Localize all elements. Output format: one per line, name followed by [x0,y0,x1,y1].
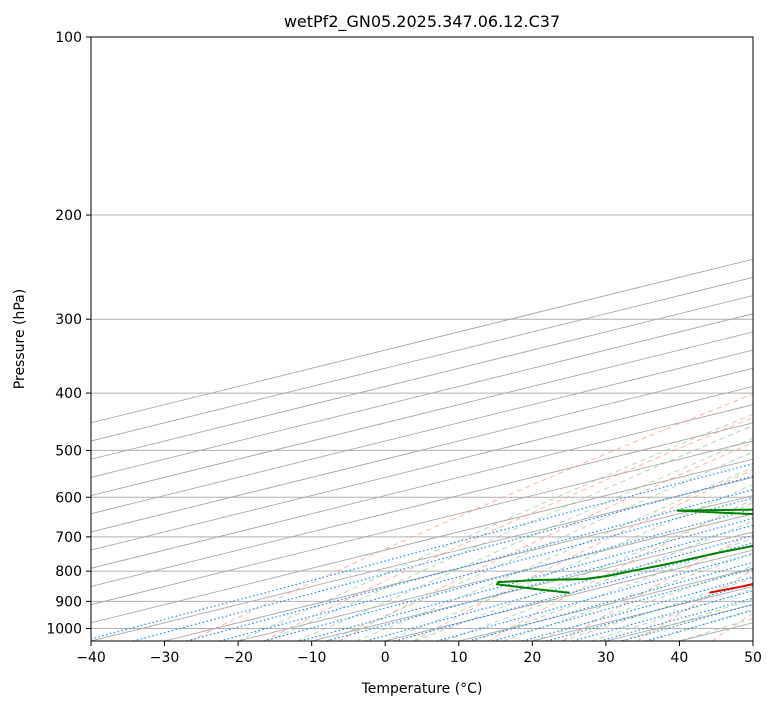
x-axis-title: Temperature (°C) [361,681,483,697]
mixing-ratio-line [299,517,753,641]
y-tick-label: 400 [55,386,82,402]
dry-adiabat [413,469,753,641]
x-axis-ticks: −40 −30 −20 −10 0 10 20 30 40 50 [76,641,762,666]
chart-title: wetPf2_GN05.2025.347.06.12.C37 [284,12,560,32]
x-tick-label: 20 [523,650,541,666]
moist-adiabat [326,451,753,641]
isotherm-line [91,440,753,606]
y-tick-label: 1000 [46,621,82,637]
isotherm-line [164,495,753,641]
isotherm-line [91,258,753,424]
isotherm-line [91,313,753,478]
isotherm-line [91,404,753,569]
isotherm-line [238,513,753,641]
y-tick-label: 500 [55,443,82,459]
x-tick-label: 40 [671,650,689,666]
plot-frame [90,36,754,642]
mixing-ratio-line [186,489,753,641]
isotherm-line [91,422,753,587]
moist-adiabat [296,437,753,641]
moist-adiabat [591,588,753,641]
mixing-ratio-line [91,463,753,640]
x-tick-label: 10 [450,650,468,666]
mixing-ratio-line [394,542,753,641]
x-tick-label: 0 [381,650,390,666]
y-tick-label: 600 [55,490,82,506]
moist-adiabat [502,552,753,641]
isotherm-line [91,331,753,497]
y-tick-label: 300 [55,312,82,328]
background-lines [91,37,753,641]
moist-adiabat [443,520,753,641]
y-axis-title: Pressure (hPa) [12,289,28,389]
x-tick-label: −30 [150,650,180,666]
y-tick-label: 800 [55,564,82,580]
isotherm-line [311,531,753,641]
isotherm-line [91,385,753,551]
moist-adiabat [267,425,753,641]
moist-adiabat [237,413,753,641]
isotherm-line [91,458,753,624]
isotherm-line [91,276,753,442]
isotherm-line [91,295,753,460]
moist-adiabat [385,483,753,641]
mixing-ratio-line [326,524,753,641]
x-tick-label: −10 [297,650,327,666]
moist-adiabat [355,466,753,641]
mixing-ratio-line [599,597,753,641]
x-tick-label: 30 [597,650,615,666]
y-tick-label: 100 [55,30,82,46]
y-tick-label: 700 [55,530,82,546]
y-tick-label: 900 [55,594,82,610]
y-tick-label: 200 [55,208,82,224]
x-tick-label: −40 [76,650,106,666]
mixing-ratio-line [365,534,753,641]
x-tick-label: 50 [744,650,762,666]
isotherm-line [91,476,753,641]
mixing-ratio-line [622,603,753,641]
y-axis-ticks: 100 200 300 400 500 600 700 800 900 1000 [46,30,91,637]
dry-adiabat [562,531,753,641]
dry-adiabat [189,393,753,641]
x-tick-label: −20 [223,650,253,666]
